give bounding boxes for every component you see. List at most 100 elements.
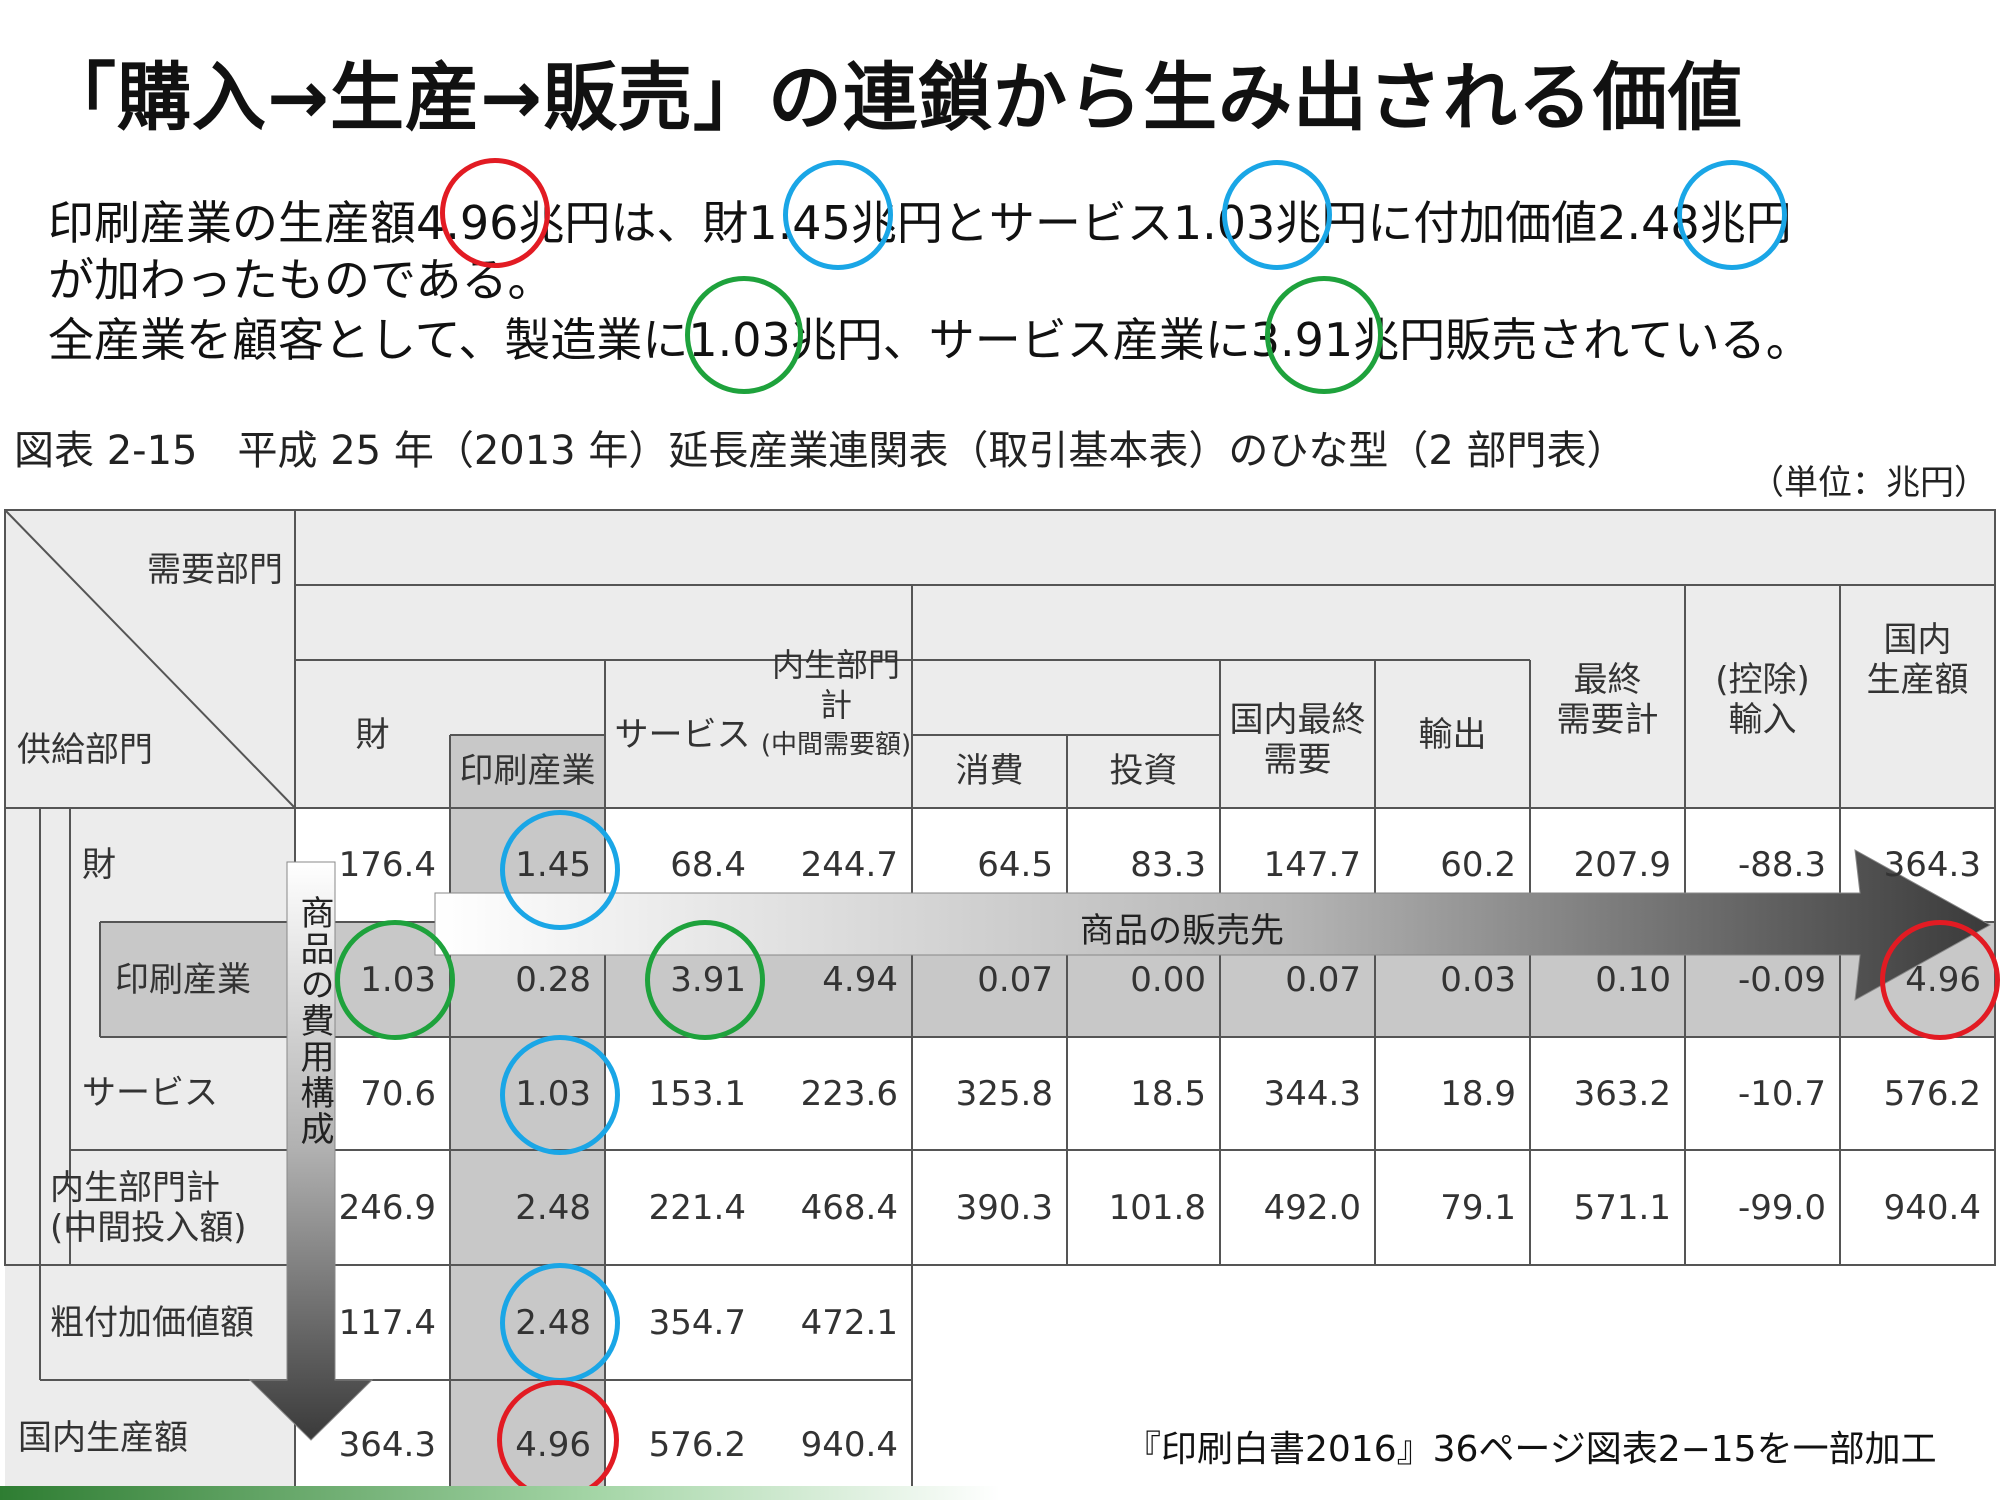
text-segment: 兆円とサービス <box>850 196 1173 250</box>
col-header-investment: 投資 <box>1109 751 1178 791</box>
highlight-circle-blue <box>1677 160 1787 270</box>
row-label-endogenous: 内生部門計 (中間投入額) <box>50 1160 247 1255</box>
table-cell: 0.07 <box>977 959 1053 1000</box>
table-cell: 176.4 <box>338 845 436 885</box>
text-segment: 印刷産業の生産額 <box>48 196 416 250</box>
table-cell: 246.9 <box>338 1187 436 1228</box>
highlight-circle-green <box>685 276 803 394</box>
col-header-printing: 印刷産業 <box>459 751 596 791</box>
row-label-goods: 財 <box>82 845 116 885</box>
table-cell: 325.8 <box>955 1073 1053 1114</box>
table-cell: 363.2 <box>1573 1073 1671 1114</box>
text-segment: 兆円販売されている。 <box>1353 313 1812 367</box>
source-note: 『印刷白書2016』36ページ図表2−15を一部加工 <box>1125 1429 1937 1470</box>
col-header-service: サービス <box>614 715 751 755</box>
table-cell: 0.28 <box>515 959 591 1000</box>
highlight-circle-red <box>440 158 550 268</box>
text-segment: 兆円は、財 <box>518 196 749 250</box>
table-cell: -88.3 <box>1738 845 1826 885</box>
table-cell: 468.4 <box>800 1187 898 1228</box>
table-cell: 18.9 <box>1440 1073 1516 1114</box>
header-line: 輸入 <box>1728 700 1797 740</box>
highlight-circle-green <box>335 920 455 1040</box>
highlight-circle-red <box>497 1380 619 1500</box>
table-cell: 153.1 <box>648 1073 746 1114</box>
col-header-import: (控除) 輸入 <box>1685 650 1840 750</box>
table-cell: -0.09 <box>1738 959 1826 1000</box>
highlight-circle-red <box>1880 920 2000 1040</box>
header-line: 最終 <box>1573 660 1642 700</box>
table-cell: 0.03 <box>1440 959 1516 1000</box>
table-cell: 354.7 <box>648 1302 746 1343</box>
highlight-circle-blue <box>500 1263 620 1383</box>
table-cell: 70.6 <box>360 1073 436 1114</box>
table-cell: 64.5 <box>977 845 1053 885</box>
table-cell: 18.5 <box>1130 1073 1206 1114</box>
label-line: (中間投入額) <box>50 1207 247 1248</box>
text-segment: 全産業を顧客として、製造業に <box>48 313 689 367</box>
header-line: (中間需要額) <box>760 730 912 760</box>
highlight-circle-green <box>645 920 765 1040</box>
table-cell: 83.3 <box>1130 845 1206 885</box>
table-cell: 364.3 <box>1883 845 1981 885</box>
table-cell: 0.07 <box>1285 959 1361 1000</box>
table-cell: 576.2 <box>648 1425 746 1465</box>
table-cell: 472.1 <box>800 1302 898 1343</box>
unit-label: （単位：兆円） <box>1750 463 1988 503</box>
corner-supply-label: 供給部門 <box>17 730 153 770</box>
header-line: 国内 <box>1883 620 1952 660</box>
highlight-circle-blue <box>500 810 620 930</box>
row-label-value-added: 粗付加価値額 <box>50 1303 254 1343</box>
table-cell: 940.4 <box>1883 1187 1981 1228</box>
sales-arrow-label: 商品の販売先 <box>1080 911 1284 951</box>
page-title: 「購入→生産→販売」の連鎖から生み出される価値 <box>42 55 1744 141</box>
table-cell: -99.0 <box>1738 1187 1826 1228</box>
header-line: (控除) <box>1715 660 1810 700</box>
table-cell: 0.10 <box>1595 959 1671 1000</box>
table-cell: 101.8 <box>1108 1187 1206 1228</box>
row-label-service: サービス <box>82 1073 218 1113</box>
table-cell: 221.4 <box>648 1187 746 1228</box>
table-cell: 576.2 <box>1883 1073 1981 1114</box>
col-header-domestic-production: 国内 生産額 <box>1840 610 1995 710</box>
header-line: 国内最終 <box>1229 700 1366 740</box>
table-cell: 79.1 <box>1440 1187 1516 1228</box>
table-cell: 390.3 <box>955 1187 1053 1228</box>
table-cell: 571.1 <box>1573 1187 1671 1228</box>
header-line: 生産額 <box>1866 660 1969 700</box>
table-cell: 940.4 <box>800 1425 898 1465</box>
col-header-goods: 財 <box>355 715 390 755</box>
table-cell: 68.4 <box>670 845 746 885</box>
table-cell: 4.94 <box>822 959 898 1000</box>
label-line: 内生部門計 <box>50 1167 220 1208</box>
text-segment: 兆円、サービス産業に <box>790 313 1251 367</box>
cost-arrow-label: 商品の費用構成 <box>294 895 334 1147</box>
header-line: 需要計 <box>1556 700 1659 740</box>
table-cell: 364.3 <box>338 1425 436 1465</box>
header-line: 内生部門計 <box>771 646 900 724</box>
table-cell: 147.7 <box>1263 845 1361 885</box>
figure-caption: 図表 2-15 平成 25 年（2013 年）延長産業連関表（取引基本表）のひな… <box>14 428 1627 474</box>
table-cell: 2.48 <box>515 1187 591 1228</box>
table-cell: 492.0 <box>1263 1187 1361 1228</box>
table-cell: 60.2 <box>1440 845 1516 885</box>
highlight-circle-blue <box>500 1035 620 1155</box>
highlight-circle-green <box>1265 276 1383 394</box>
table-cell: -10.7 <box>1738 1073 1826 1114</box>
col-header-domestic-final: 国内最終 需要 <box>1220 690 1375 790</box>
table-cell: 207.9 <box>1573 845 1671 885</box>
table-cell: 244.7 <box>800 845 898 885</box>
corner-demand-label: 需要部門 <box>147 550 283 590</box>
col-header-endogenous: 内生部門計 (中間需要額) <box>760 646 912 760</box>
footer-accent-bar <box>0 1486 1000 1500</box>
col-header-final-total: 最終 需要計 <box>1530 650 1685 750</box>
highlight-circle-blue <box>783 160 893 270</box>
header-line: 需要 <box>1263 740 1332 780</box>
table-cell: 117.4 <box>338 1302 436 1343</box>
col-header-consumption: 消費 <box>955 751 1024 791</box>
row-label-domestic-production: 国内生産額 <box>18 1418 188 1458</box>
col-header-export: 輸出 <box>1418 715 1487 755</box>
table-cell: 344.3 <box>1263 1073 1361 1114</box>
highlight-circle-blue <box>1222 160 1332 270</box>
table-cell: 223.6 <box>800 1073 898 1114</box>
